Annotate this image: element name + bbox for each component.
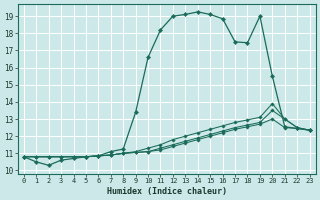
X-axis label: Humidex (Indice chaleur): Humidex (Indice chaleur)	[107, 187, 227, 196]
